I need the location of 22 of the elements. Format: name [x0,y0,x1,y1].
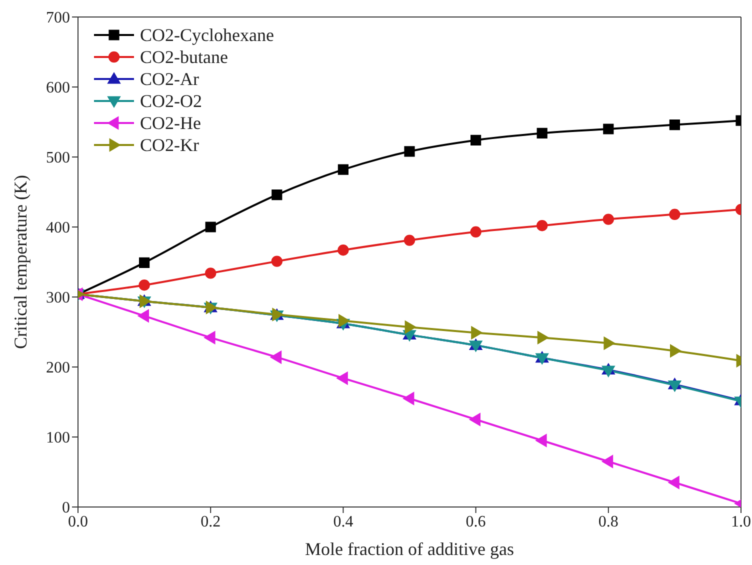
x-tick-label: 0.0 [68,513,88,530]
y-tick-label: 100 [46,430,70,447]
y-tick-label: 200 [46,360,70,377]
x-tick-label: 0.8 [598,513,618,530]
x-tick-label: 0.4 [333,513,354,530]
y-tick-label: 500 [46,150,70,167]
x-axis-title: Mole fraction of additive gas [305,539,514,559]
y-axis-title: Critical temperature (K) [10,175,30,349]
y-tick-label: 300 [46,290,70,307]
x-tick-label: 0.6 [466,513,486,530]
legend-label: CO2-O2 [140,90,202,112]
legend-label: CO2-Ar [140,68,199,90]
legend-label: CO2-butane [140,46,228,68]
legend-label: CO2-Cyclohexane [140,24,274,46]
x-tick-label: 1.0 [731,513,751,530]
y-tick-label: 700 [46,10,70,27]
y-tick-label: 0 [62,500,70,517]
legend-label: CO2-Kr [140,134,199,156]
legend-label: CO2-He [140,112,201,134]
x-tick-label: 0.2 [200,513,221,530]
y-tick-label: 400 [46,220,70,237]
y-tick-label: 600 [46,80,70,97]
